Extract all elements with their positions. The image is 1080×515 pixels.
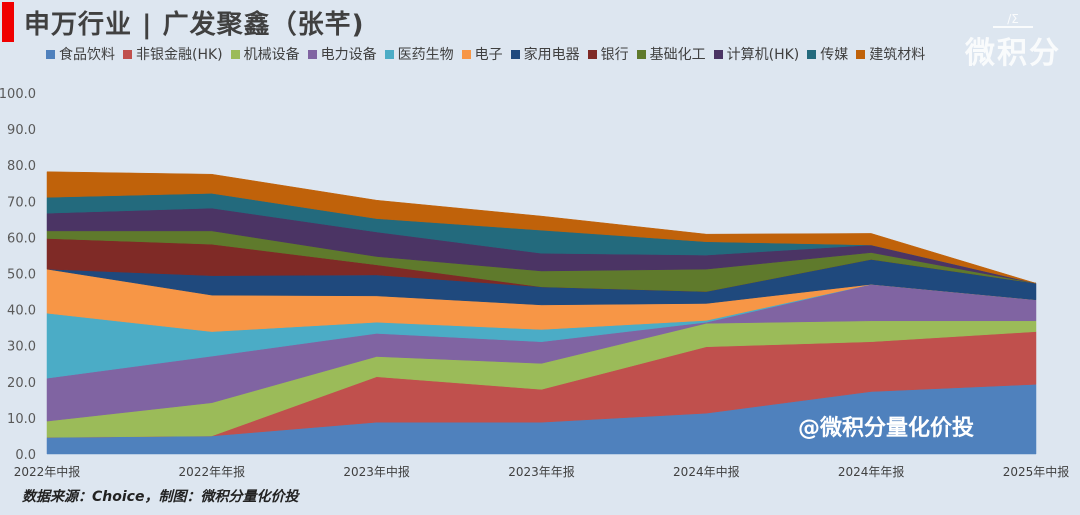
legend-swatch	[384, 49, 394, 59]
title-accent-bar	[2, 2, 14, 42]
legend-swatch	[636, 49, 646, 59]
y-tick-label: 40.0	[7, 304, 36, 319]
source-note: 数据来源：Choice，制图：微积分量化价投	[22, 489, 299, 505]
logo-mark-icon: /Σ	[993, 12, 1033, 28]
legend-label: 电子	[474, 47, 503, 63]
x-tick-label: 2022年中报	[14, 464, 81, 479]
legend-item: 银行	[587, 44, 629, 64]
x-tick-label: 2024年年报	[838, 464, 905, 479]
x-tick-label: 2023年中报	[343, 464, 410, 479]
logo: /Σ 微积分	[958, 12, 1068, 72]
legend-swatch	[123, 49, 132, 59]
legend-swatch	[461, 49, 471, 59]
legend-label: 家用电器	[523, 47, 580, 63]
legend-swatch	[587, 49, 597, 59]
y-tick-label: 30.0	[7, 340, 36, 355]
x-tick-label: 2022年年报	[179, 464, 246, 479]
y-tick-label: 20.0	[7, 376, 36, 391]
y-tick-label: 70.0	[7, 195, 36, 210]
legend-item: 基础化工	[636, 44, 706, 64]
y-tick-label: 90.0	[7, 123, 36, 138]
legend-swatch	[856, 49, 866, 59]
legend-label: 机械设备	[243, 47, 300, 63]
logo-text: 微积分	[965, 36, 1061, 71]
legend-swatch	[713, 49, 723, 59]
legend-label: 电力设备	[320, 47, 377, 63]
x-tick-label: 2025年中报	[1003, 464, 1070, 479]
y-tick-label: 100.0	[0, 87, 36, 102]
legend-item: 建筑材料	[856, 44, 925, 64]
legend-item: 传媒	[807, 44, 848, 64]
legend: 食品饮料 非银金融(HK) 机械设备 电力设备 医药生物 电子 家用电器 银行 基础化工 计算机(…	[46, 44, 925, 64]
y-tick-label: 0.0	[15, 448, 36, 463]
y-tick-label: 80.0	[7, 159, 36, 174]
legend-label: 基础化工	[649, 47, 706, 63]
legend-label: 食品饮料	[59, 47, 115, 63]
legend-item: 机械设备	[230, 44, 300, 64]
legend-swatch	[307, 49, 317, 59]
legend-swatch	[230, 49, 240, 59]
legend-item: 电力设备	[307, 44, 377, 64]
legend-swatch	[807, 49, 817, 59]
legend-label: 医药生物	[397, 47, 454, 63]
legend-label: 银行	[600, 47, 629, 63]
legend-item: 非银金融(HK)	[123, 44, 223, 64]
legend-label: 建筑材料	[869, 47, 926, 63]
x-tick-label: 2024年中报	[673, 464, 740, 479]
y-tick-label: 60.0	[7, 231, 36, 246]
legend-swatch	[510, 49, 520, 59]
legend-label: 计算机(HK)	[726, 47, 800, 63]
chart-title: 申万行业 | 广发聚鑫（张芊)	[24, 10, 365, 40]
legend-item: 家用电器	[510, 44, 580, 64]
legend-label: 非银金融(HK)	[136, 47, 223, 63]
y-tick-label: 50.0	[7, 268, 36, 283]
area-建筑材料	[46, 171, 1037, 284]
y-tick-label: 10.0	[7, 412, 36, 427]
x-tick-label: 2023年年报	[508, 464, 575, 479]
legend-item: 电子	[461, 44, 503, 64]
legend-item: 医药生物	[384, 44, 454, 64]
legend-label: 传媒	[820, 47, 849, 63]
legend-item: 计算机(HK)	[713, 44, 800, 64]
watermark: @微积分量化价投	[798, 416, 975, 441]
legend-swatch	[46, 49, 55, 59]
legend-item: 食品饮料	[46, 44, 115, 64]
